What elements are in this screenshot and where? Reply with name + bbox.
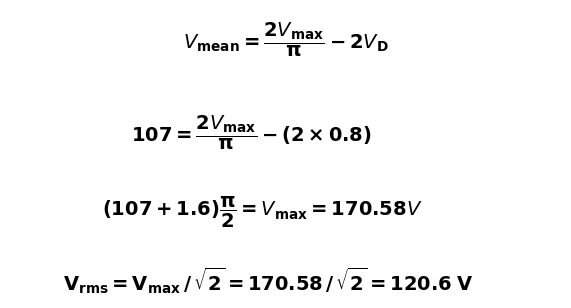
Text: $\bf{\mathit{V}_{mean} = \dfrac{2\mathit{V}_{max}}{\pi} - 2\mathit{V}_{D}}$: $\bf{\mathit{V}_{mean} = \dfrac{2\mathit… [183,21,388,59]
Text: $\bf{107 = \dfrac{2\mathit{V}_{max}}{\pi} - (2 \times 0.8)}$: $\bf{107 = \dfrac{2\mathit{V}_{max}}{\pi… [131,113,372,152]
Text: $\bf{(107+1.6)\dfrac{\pi}{2} = \mathit{V}_{max} = 170.58\mathit{V}}$: $\bf{(107+1.6)\dfrac{\pi}{2} = \mathit{V… [102,195,423,230]
Text: $\bf{V_{rms} = V_{max}\, /\, \sqrt{2} = 170.58 \,/\, \sqrt{2} = 120.6\;V}$: $\bf{V_{rms} = V_{max}\, /\, \sqrt{2} = … [63,265,474,295]
